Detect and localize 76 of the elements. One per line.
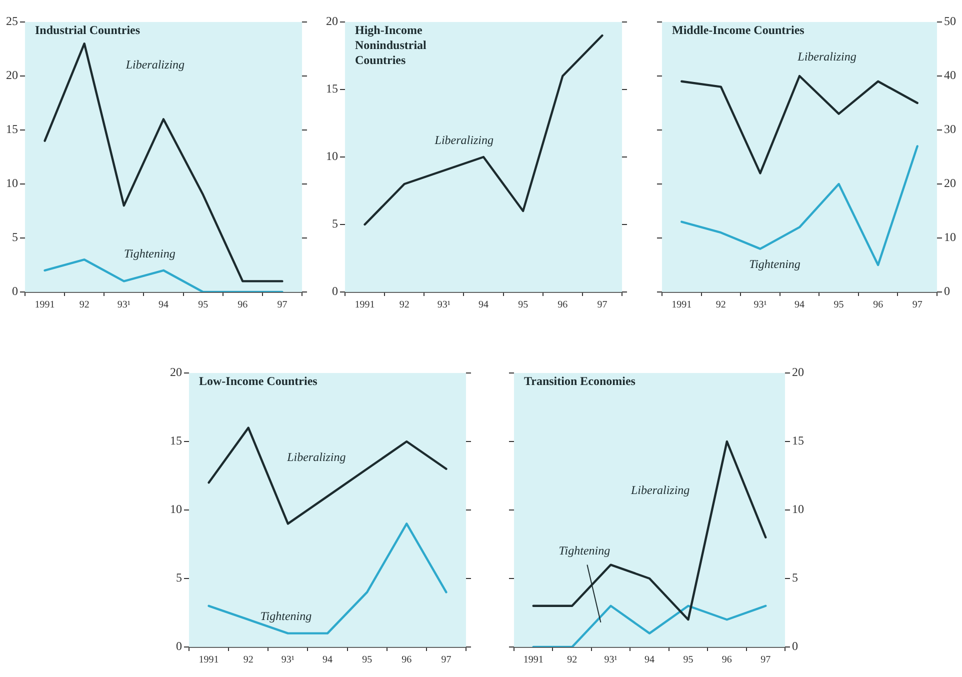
x-tick-label: 97	[277, 300, 288, 311]
x-tick-label: 97	[441, 654, 452, 666]
y2-tick-label: 30	[944, 122, 956, 136]
text: High-Income Nonindustrial Countries	[355, 23, 428, 68]
x-tick-label: 1991	[523, 654, 544, 666]
y-tick-label: 5	[176, 570, 182, 585]
y-tick-label: 20	[6, 68, 18, 82]
chart-title: Middle-Income Countries	[672, 23, 805, 38]
y2-tick-label: 0	[792, 639, 798, 654]
text: Liberalizing	[630, 482, 690, 497]
x-tick-label: 97	[912, 300, 922, 311]
series-label: Liberalizing	[434, 132, 494, 147]
chart-title: Transition Economies	[524, 374, 636, 388]
y2-tick-label: 15	[792, 434, 804, 448]
x-tick-label: 1991	[672, 300, 692, 311]
y-tick-label: 10	[6, 176, 18, 190]
series-label: Tightening	[124, 246, 176, 260]
x-tick-label: 1991	[354, 300, 375, 311]
text: Liberalizing	[124, 57, 185, 72]
x-tick-label: 95	[198, 300, 208, 311]
x-tick-label: 92	[399, 300, 410, 311]
y-tick-label: 10	[170, 502, 182, 516]
x-tick-label: 93¹	[437, 300, 450, 311]
x-tick-label: 1991	[34, 300, 55, 311]
y2-tick-label: 5	[792, 570, 798, 585]
x-tick-label: 93¹	[281, 654, 294, 666]
series-label: Liberalizing	[796, 49, 856, 64]
y-tick-label: 10	[326, 149, 338, 164]
y-tick-label: 0	[332, 284, 338, 298]
x-tick-label: 96	[722, 654, 732, 666]
chart-title: Low-Income Countries	[199, 374, 318, 388]
series-label: Tightening	[260, 609, 312, 624]
x-tick-label: 96	[238, 300, 248, 311]
x-tick-label: 97	[597, 300, 608, 311]
y-tick-label: 25	[6, 14, 18, 28]
series-label: Tightening	[749, 257, 800, 272]
x-tick-label: 93¹	[604, 654, 618, 666]
y-tick-label: 5	[12, 230, 18, 244]
x-tick-label: 1991	[198, 654, 219, 666]
y-tick-label: 20	[170, 365, 182, 380]
x-tick-label: 94	[478, 300, 488, 311]
y2-tick-label: 20	[792, 365, 804, 380]
y-tick-label: 20	[326, 14, 338, 28]
x-tick-label: 93¹	[117, 300, 130, 311]
y2-tick-label: 20	[944, 176, 956, 190]
x-tick-label: 95	[834, 300, 844, 311]
y2-tick-label: 10	[944, 230, 956, 244]
x-tick-label: 95	[683, 654, 694, 666]
y-tick-label: 15	[6, 122, 18, 136]
x-tick-label: 96	[402, 654, 412, 666]
y2-tick-label: 10	[792, 502, 804, 516]
x-tick-label: 92	[567, 654, 578, 666]
x-tick-label: 92	[79, 300, 90, 311]
x-tick-label: 94	[794, 300, 804, 311]
series-label: Liberalizing	[286, 450, 346, 464]
x-tick-label: 95	[362, 654, 372, 666]
chart-title: Industrial Countries	[35, 23, 140, 38]
x-tick-label: 96	[558, 300, 568, 311]
x-tick-label: 94	[158, 300, 168, 311]
x-tick-label: 95	[518, 300, 528, 311]
text: Tightening	[558, 543, 610, 558]
x-tick-label: 97	[760, 654, 771, 666]
x-tick-label: 94	[322, 654, 332, 666]
y-tick-label: 0	[176, 639, 182, 654]
x-tick-label: 92	[243, 654, 254, 666]
x-tick-label: 92	[716, 300, 726, 311]
x-tick-label: 93¹	[754, 300, 767, 311]
y-tick-label: 5	[332, 216, 338, 231]
x-tick-label: 94	[644, 654, 654, 666]
y-tick-label: 15	[326, 82, 338, 96]
x-tick-label: 96	[873, 300, 884, 311]
y2-tick-label: 40	[944, 68, 956, 82]
y-tick-label: 0	[12, 284, 18, 298]
y2-tick-label: 0	[944, 284, 950, 298]
y-tick-label: 15	[170, 434, 182, 448]
y2-tick-label: 50	[944, 14, 956, 28]
